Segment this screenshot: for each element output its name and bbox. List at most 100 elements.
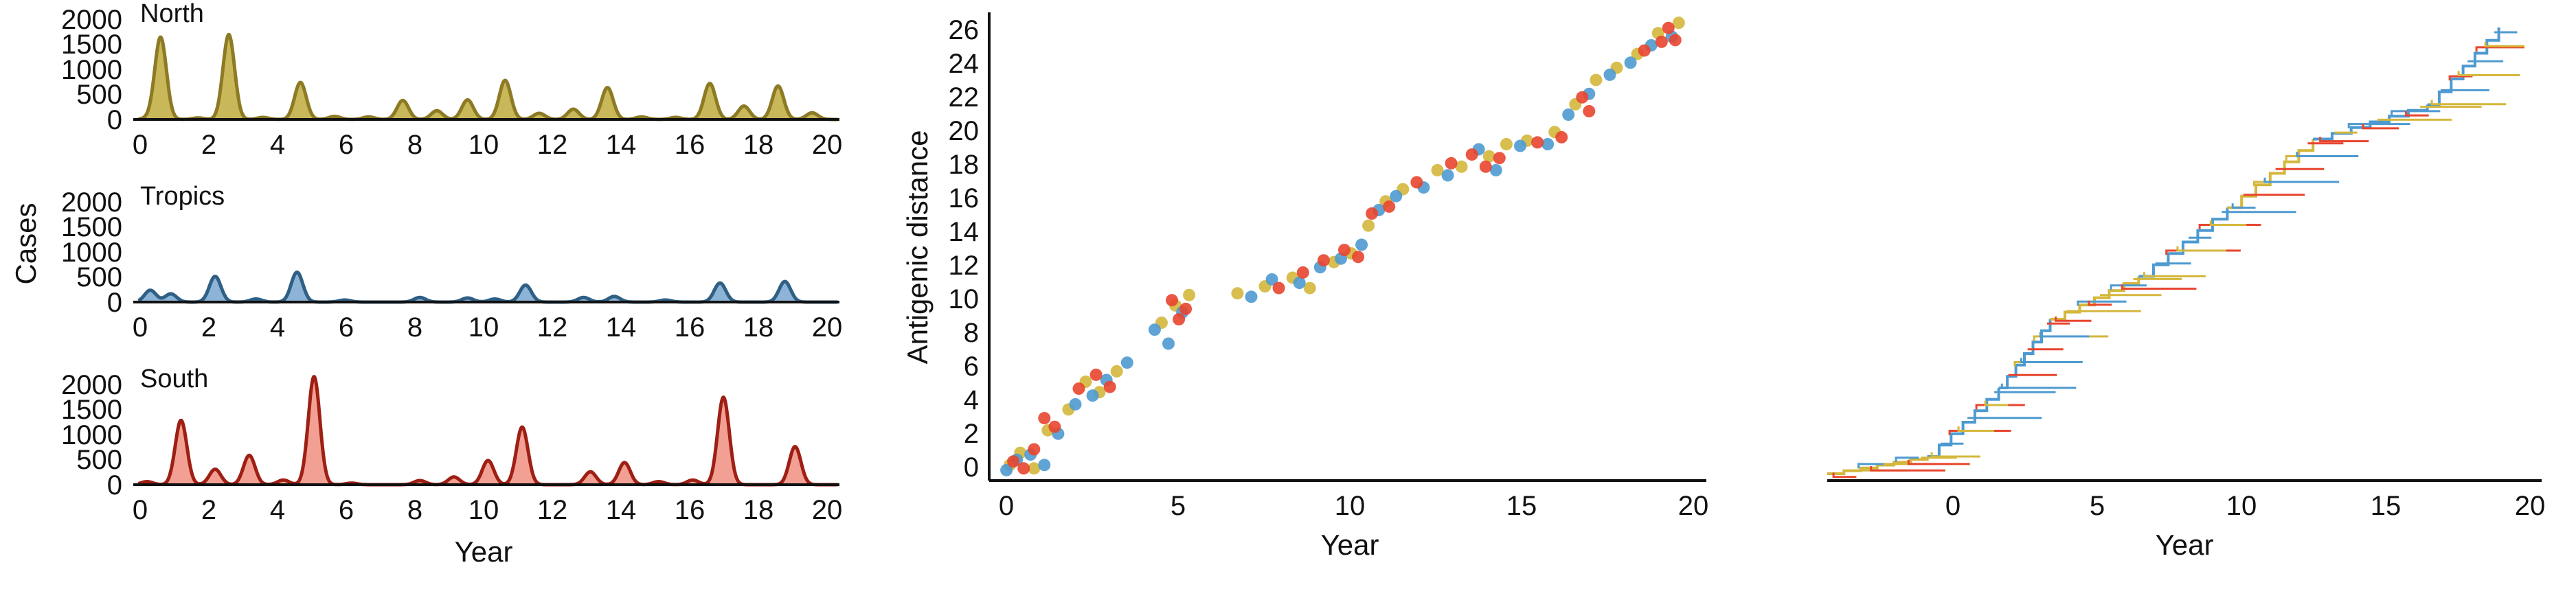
scatter-point-north-10 (1183, 288, 1196, 301)
tropics-xtick-16: 16 (675, 312, 705, 343)
tree-branch-2-6 (2039, 332, 2090, 338)
south-x-ticks: 0 2 4 6 8 10 12 14 16 18 20 (133, 495, 842, 525)
scatter-point-tropics-23 (1489, 163, 1502, 176)
scatter-ytick-8: 8 (964, 318, 979, 348)
panel-north: North 0 500 1000 1500 2000 0 2 4 6 8 10 … (61, 0, 842, 160)
north-xtick-8: 8 (407, 130, 422, 160)
scatter-xtick-5: 5 (1171, 491, 1186, 521)
south-ytick-1500: 1500 (61, 395, 122, 425)
north-xtick-14: 14 (606, 130, 637, 160)
scatter-ytick-10: 10 (949, 284, 980, 314)
panel-south: South 0 500 1000 1500 2000 0 2 4 6 8 10 … (61, 365, 842, 568)
tree-branch-6-0 (2319, 137, 2369, 143)
south-xtick-4: 4 (270, 495, 285, 525)
scatter-ytick-4: 4 (964, 385, 979, 415)
scatter-point-south-3 (1038, 412, 1051, 425)
scatter-point-south-12 (1296, 266, 1309, 279)
scatter-xtick-0: 0 (999, 491, 1014, 521)
tree-branch-0-2 (1857, 463, 1895, 469)
south-xtick-10: 10 (468, 495, 499, 525)
scatter-point-north-11 (1231, 287, 1244, 300)
north-xtick-12: 12 (537, 130, 568, 160)
north-cases-area (138, 34, 838, 119)
scatter-point-north-31 (1672, 16, 1685, 30)
tree-branch-6-3 (2362, 124, 2399, 130)
scatter-point-tropics-12 (1245, 290, 1258, 303)
scatter-point-north-23 (1500, 138, 1513, 150)
scatter-point-tropics-19 (1390, 189, 1403, 203)
scatter-xtick-20: 20 (1678, 491, 1709, 521)
scatter-point-south-1 (1017, 462, 1030, 475)
cases-axis-label: Cases (10, 203, 42, 284)
tree-trunk-segment-3 (2050, 276, 2140, 321)
scatter-point-south-2 (1028, 443, 1041, 456)
north-ytick-1000: 1000 (61, 55, 122, 85)
scatter-x-ticks: 0 5 10 15 20 (999, 491, 1708, 521)
scatter-point-south-17 (1383, 200, 1396, 213)
scatter-ytick-12: 12 (949, 251, 980, 281)
south-xtick-0: 0 (133, 495, 148, 525)
tropics-xtick-0: 0 (133, 312, 148, 343)
scatter-point-south-10 (1179, 302, 1193, 315)
tree-branch-3-5 (2110, 284, 2147, 290)
tropics-cases-area (138, 272, 838, 302)
north-y-ticks: 0 500 1000 1500 2000 (61, 5, 122, 135)
tree-trunk-segment-1 (1927, 388, 2000, 458)
panel-tropics: Tropics Cases 0 500 1000 1500 2000 0 2 4… (10, 182, 842, 343)
north-xtick-10: 10 (468, 130, 499, 160)
panel-phylogeny: 0 5 10 15 20 Year (1827, 27, 2545, 561)
scatter-point-south-19 (1445, 157, 1458, 170)
north-xtick-2: 2 (201, 130, 216, 160)
panel-north-title: North (140, 0, 204, 28)
tree-branch-5-3 (2263, 177, 2340, 183)
tree-xtick-10: 10 (2226, 491, 2257, 521)
tree-branch-1-6 (1984, 400, 2009, 406)
south-xtick-14: 14 (606, 495, 637, 525)
tree-trunk-segment-2 (1998, 319, 2052, 389)
tropics-y-ticks: 0 500 1000 1500 2000 (61, 187, 122, 318)
south-y-ticks: 0 500 1000 1500 2000 (61, 370, 122, 500)
tree-branch-6-6 (2404, 111, 2429, 117)
scatter-point-south-30 (1669, 34, 1682, 47)
scatter-point-south-18 (1410, 176, 1423, 189)
tropics-ytick-1000: 1000 (61, 238, 122, 268)
scatter-y-ticks: 0 2 4 6 8 10 12 14 16 18 20 22 24 26 (949, 15, 980, 483)
south-cases-area (138, 376, 838, 485)
scatter-point-south-15 (1352, 251, 1365, 264)
scatter-point-north-2 (1028, 462, 1041, 475)
scatter-point-north-22 (1482, 150, 1495, 163)
tropics-xtick-12: 12 (537, 312, 568, 343)
tree-trunk-segment-4 (2138, 207, 2229, 278)
scatter-point-south-8 (1166, 294, 1178, 307)
north-xtick-20: 20 (812, 130, 843, 160)
scatter-point-south-20 (1465, 148, 1478, 161)
tree-trunk-segment-6 (2313, 104, 2429, 141)
north-area-layer (137, 33, 839, 122)
scatter-point-tropics-0 (1000, 463, 1013, 476)
tree-branch-7-5 (2475, 46, 2524, 52)
tree-trunk-segment-5 (2227, 139, 2315, 209)
panel-antigenic-scatter: Antigenic distance 0 2 4 6 8 10 12 14 16… (901, 12, 1708, 561)
tree-branch-7-0 (2430, 100, 2507, 106)
scatter-point-south-4 (1048, 420, 1061, 433)
tree-x-ticks: 0 5 10 15 20 (1945, 491, 2545, 521)
south-xtick-2: 2 (201, 495, 216, 525)
scatter-point-south-7 (1103, 380, 1116, 393)
tree-branch-3-6 (2121, 284, 2197, 290)
tree-branch-7-3 (2457, 71, 2520, 76)
scatter-point-south-16 (1366, 207, 1379, 220)
scatter-point-north-7 (1110, 365, 1123, 378)
tree-branch-4-0 (2143, 272, 2206, 277)
scatter-point-layer (1000, 16, 1685, 476)
tropics-xtick-4: 4 (270, 312, 285, 343)
tropics-xtick-20: 20 (812, 312, 843, 343)
scatter-point-south-25 (1576, 91, 1589, 104)
tree-branch-0-0 (1832, 472, 1857, 479)
scatter-point-tropics-6 (1086, 389, 1099, 402)
scatter-point-south-26 (1583, 105, 1596, 117)
scatter-point-north-21 (1455, 160, 1468, 173)
tree-branch-2-3 (2020, 358, 2083, 363)
scatter-ytick-26: 26 (949, 15, 980, 45)
scatter-point-tropics-3 (1038, 459, 1051, 472)
